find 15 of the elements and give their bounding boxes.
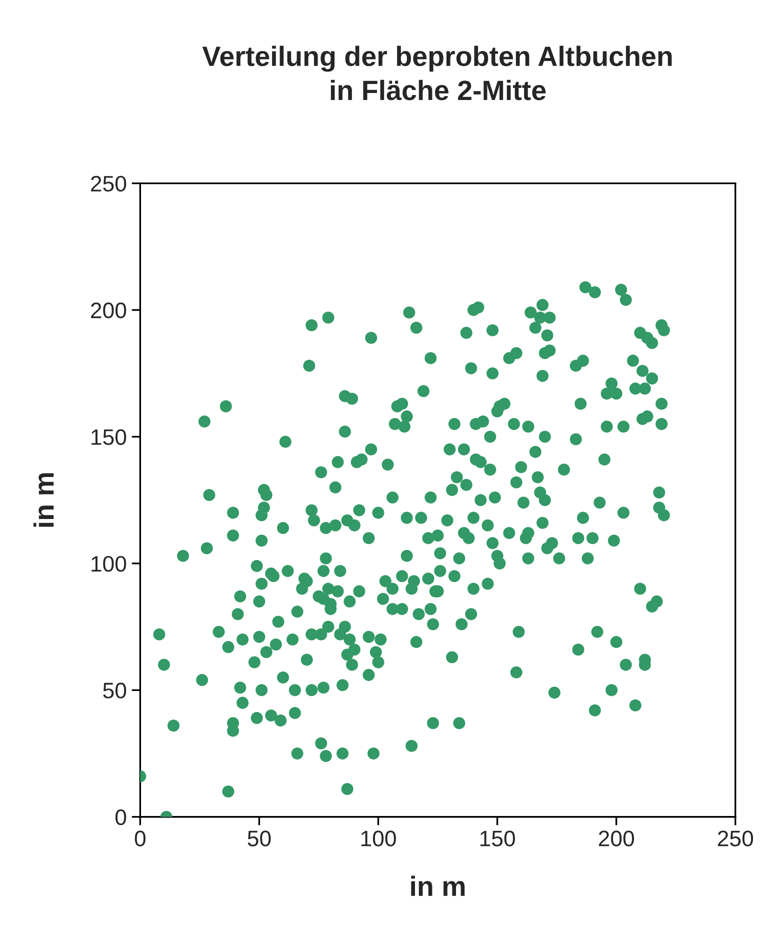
y-tick-label: 50 <box>103 682 126 698</box>
y-tick-label: 150 <box>92 429 126 445</box>
y-axis-title: in m <box>33 473 54 527</box>
y-tick-label: 200 <box>91 302 126 318</box>
y-tick-label: 0 <box>115 809 126 826</box>
x-tick-label: 150 <box>480 830 515 846</box>
x-axis-title: in m <box>411 876 465 896</box>
x-tick-label: 100 <box>361 830 396 846</box>
x-tick-label: 250 <box>718 830 754 846</box>
x-tick-label: 50 <box>248 830 271 846</box>
y-tick-label: 250 <box>91 176 126 192</box>
chart-title: Verteilung der beprobten Altbuchen in Fläche 2-Mitte <box>202 46 672 100</box>
y-tick-label: 100 <box>92 556 126 572</box>
x-tick-label: 200 <box>598 830 634 846</box>
x-tick-label: 0 <box>134 830 146 846</box>
